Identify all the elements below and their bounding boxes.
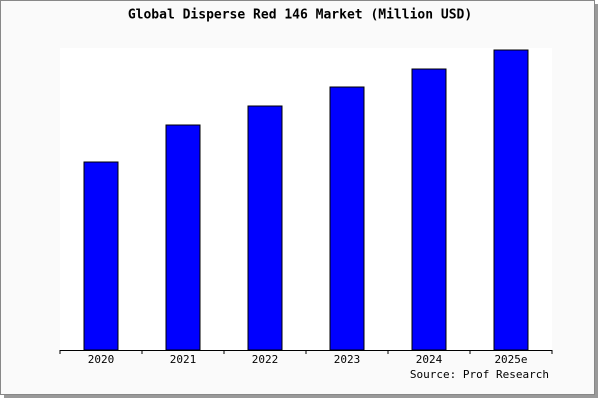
x-tick-label: 2020 bbox=[88, 353, 115, 366]
x-tick-label: 2022 bbox=[252, 353, 279, 366]
x-tick-label: 2025e bbox=[494, 353, 527, 366]
bar bbox=[247, 105, 283, 351]
x-tick-label: 2021 bbox=[170, 353, 197, 366]
bar bbox=[83, 161, 119, 351]
chart-title: Global Disperse Red 146 Market (Million … bbox=[128, 8, 472, 23]
x-tick-label: 2024 bbox=[416, 353, 443, 366]
bar bbox=[329, 86, 365, 351]
bar bbox=[493, 49, 529, 351]
source-note: Source: Prof Research bbox=[410, 368, 549, 381]
x-tick-label: 2023 bbox=[334, 353, 361, 366]
bar bbox=[411, 68, 447, 351]
plot-area bbox=[60, 48, 552, 350]
bar bbox=[165, 124, 201, 351]
